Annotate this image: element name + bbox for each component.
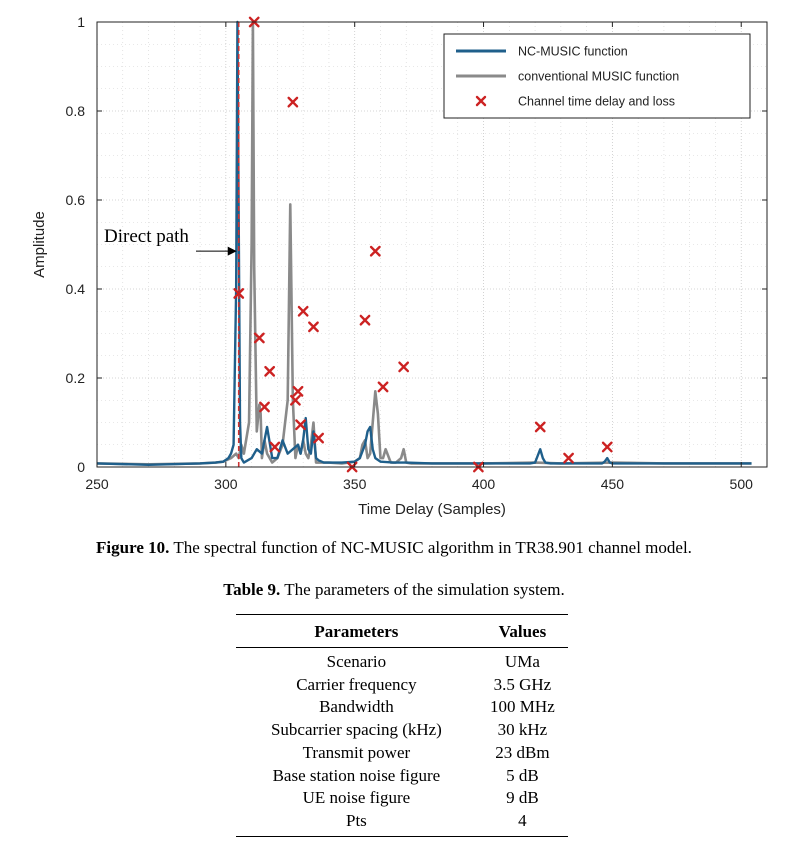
value-cell: 5 dB	[506, 765, 539, 785]
parameter-cell: UE noise figure	[302, 788, 411, 808]
x-axis-label: Time Delay (Samples)	[358, 501, 506, 518]
x-tick-label: 500	[730, 476, 754, 492]
table-body: Scenario UMa Carrier frequency 3.5 GHz Bandw…	[236, 648, 568, 837]
table-row: Scenario UMa	[236, 648, 568, 674]
parameter-cell: Bandwidth	[319, 697, 394, 717]
direct-path-annotation: Direct path	[104, 226, 189, 247]
y-tick-label: 0.4	[66, 281, 86, 297]
table-caption-label: Table 9.	[223, 580, 281, 599]
table-header-values: Values	[476, 614, 568, 648]
parameter-cell: Subcarrier spacing (kHz)	[270, 720, 442, 740]
table-row: Pts 4	[236, 809, 568, 837]
x-tick-label: 450	[601, 476, 625, 492]
scatter-point	[563, 452, 574, 464]
value-cell: 100 MHz	[490, 697, 555, 717]
annotation-arrow-head	[227, 246, 237, 256]
parameter-cell: Scenario	[326, 652, 387, 671]
legend-channel-delay-swatch	[475, 95, 487, 107]
axes-frame	[96, 21, 768, 468]
scatter-point	[377, 381, 389, 393]
parameter-cell: Carrier frequency	[296, 674, 417, 694]
parameter-cell: Pts	[236, 809, 477, 837]
parameters-table: Parameters Values Scenario UMa Carrier fre…	[236, 614, 568, 837]
value-cell: 23 dBm	[495, 742, 550, 762]
spectral-function-chart: 250 300 350 400 450 500 0 0.2 0.4 0.6 0.8 1 Time Del…	[31, 14, 768, 518]
scatter-point	[253, 332, 265, 344]
table-caption-text: The parameters of the simulation system.	[284, 580, 565, 599]
scatter-point	[313, 432, 325, 444]
figure-caption-text: The spectral function of NC-MUSIC algori…	[173, 538, 692, 557]
table-row: Bandwidth 100 MHz	[236, 696, 568, 719]
table-header-row: Parameters Values	[236, 614, 568, 648]
scatter-point	[269, 441, 281, 453]
scatter-point	[259, 401, 270, 413]
scatter-point	[398, 361, 410, 373]
scatter-point	[264, 365, 276, 377]
scatter-point	[308, 321, 319, 333]
y-tick-label: 0.6	[66, 192, 86, 208]
parameter-cell: Base station noise figure	[272, 765, 441, 785]
figure-caption-label: Figure 10.	[96, 538, 170, 557]
legend-conventional-music-label: conventional MUSIC function	[518, 70, 679, 84]
scatter-point	[534, 421, 546, 433]
scatter-point	[295, 419, 306, 431]
scatter-point	[287, 96, 299, 108]
table-row: Carrier frequency 3.5 GHz	[236, 674, 568, 697]
legend-channel-delay-label: Channel time delay and loss	[518, 95, 675, 109]
table-row: Subcarrier spacing (kHz) 30 kHz	[236, 719, 568, 742]
x-tick-label: 400	[472, 476, 496, 492]
x-tick-label: 250	[85, 476, 109, 492]
legend-nc-music-label: NC-MUSIC function	[518, 45, 628, 59]
table-row: Base station noise figure 5 dB	[236, 765, 568, 788]
scatter-point	[233, 288, 245, 299]
y-tick-label: 1	[77, 14, 85, 30]
scatter-point	[297, 305, 309, 317]
scatter-point	[601, 441, 613, 453]
figure-caption: Figure 10. The spectral function of NC-M…	[0, 538, 788, 558]
table-caption: Table 9. The parameters of the simulatio…	[0, 580, 788, 600]
scatter-point	[359, 314, 371, 326]
x-tick-label: 300	[214, 476, 238, 492]
y-tick-label: 0.8	[66, 103, 86, 119]
value-cell: 3.5 GHz	[493, 674, 552, 694]
table-row: UE noise figure 9 dB	[236, 787, 568, 810]
scatter-point	[369, 245, 381, 257]
parameter-cell: Transmit power	[302, 742, 411, 762]
y-tick-label: 0.2	[66, 370, 86, 386]
table-header-parameters: Parameters	[236, 614, 477, 648]
scatter-point	[292, 385, 304, 397]
y-axis-label: Amplitude	[31, 211, 48, 278]
table-row: Transmit power 23 dBm	[236, 742, 568, 765]
y-tick-label: 0	[77, 459, 85, 475]
scatter-point	[290, 394, 301, 406]
spectral-function-figure: 250 300 350 400 450 500 0 0.2 0.4 0.6 0.8 1 Time Del…	[31, 14, 768, 518]
value-cell: 30 kHz	[497, 720, 548, 740]
value-cell: 9 dB	[506, 788, 539, 808]
value-cell: 4	[476, 809, 568, 837]
x-tick-label: 350	[343, 476, 367, 492]
value-cell: UMa	[504, 652, 540, 671]
